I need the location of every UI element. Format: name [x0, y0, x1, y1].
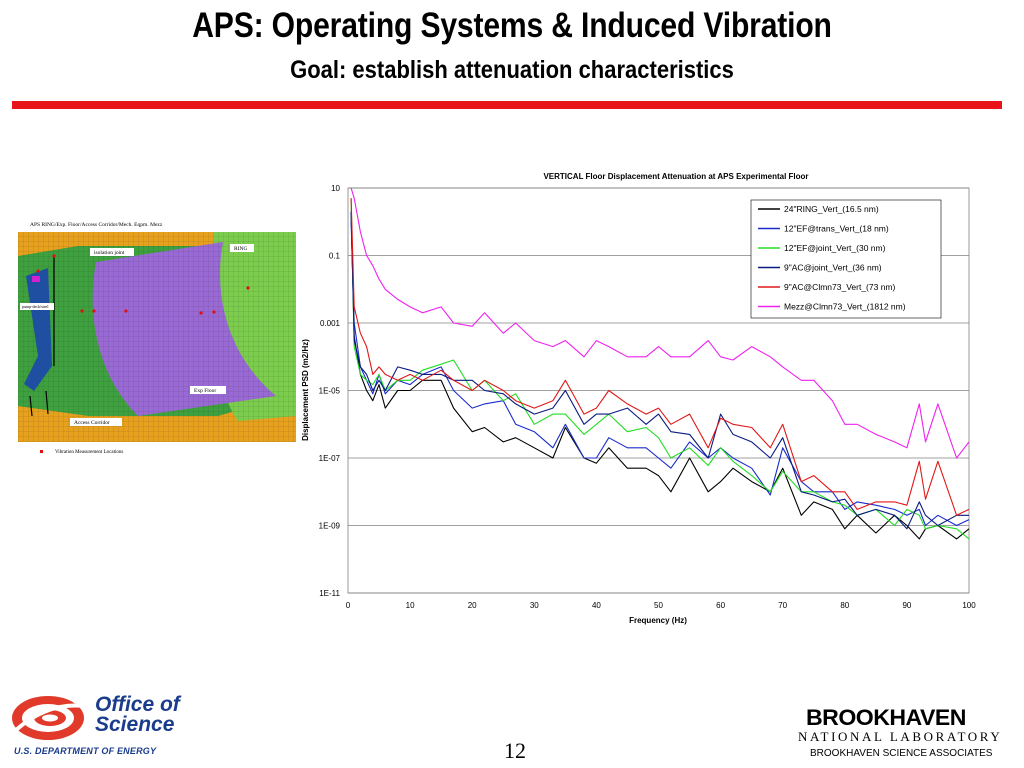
series-line-1	[350, 221, 970, 527]
legend-label: 24"RING_Vert_(16.5 nm)	[784, 204, 879, 214]
doe-text: U.S. DEPARTMENT OF ENERGY	[14, 746, 157, 756]
x-tick-label: 100	[962, 601, 976, 610]
x-tick-labels: 0 10 20 30 40 50 60 70 80 90 100	[346, 601, 976, 610]
brookhaven-logo: BROOKHAVEN	[806, 705, 966, 730]
model-caption: APS RING/Exp. Floor/Access Corridor/Mech…	[30, 222, 163, 228]
page-number: 12	[504, 738, 526, 763]
x-tick-label: 70	[778, 601, 787, 610]
y-tick-label: 1E-09	[319, 522, 341, 531]
x-axis-label: Frequency (Hz)	[629, 616, 687, 625]
series-line-0	[350, 211, 970, 540]
chart-legend: 24"RING_Vert_(16.5 nm) 12"EF@trans_Vert_(…	[750, 199, 942, 319]
x-tick-label: 10	[406, 601, 415, 610]
series-lines	[350, 187, 970, 540]
legend-label: 9"AC@Clmn73_Vert_(73 nm)	[784, 282, 895, 292]
aps-fe-model-image: APS RING/Exp. Floor/Access Corridor/Mech…	[18, 216, 296, 442]
mezz-label: pump-deck/steel	[22, 304, 49, 309]
bnl-associates: BROOKHAVEN SCIENCE ASSOCIATES	[810, 748, 993, 759]
x-tick-label: 50	[654, 601, 663, 610]
series-line-3	[350, 211, 969, 530]
y-tick-label: 10	[331, 184, 340, 193]
y-axis-label: Displacement PSD (m2/Hz)	[301, 339, 310, 441]
y-tick-label: 0.1	[329, 252, 341, 261]
psd-chart: VERTICAL Floor Displacement Attenuation …	[301, 172, 976, 625]
exp-floor-label: Exp Floor	[194, 388, 216, 394]
office-of-science-logo	[12, 696, 85, 740]
series-line-5	[350, 187, 970, 459]
y-tick-label: 1E-07	[319, 454, 341, 463]
slide-title: APS: Operating Systems & Induced Vibrati…	[192, 6, 832, 45]
y-tick-label: 0.001	[320, 319, 341, 328]
legend-label: 9"AC@joint_Vert_(36 nm)	[784, 263, 882, 273]
chart-title: VERTICAL Floor Displacement Attenuation …	[543, 172, 808, 181]
legend-label: 12"EF@joint_Vert_(30 nm)	[784, 243, 886, 253]
y-tick-label: 1E-11	[319, 589, 340, 598]
legend-label: 12"EF@trans_Vert_(18 nm)	[784, 224, 889, 234]
x-tick-label: 0	[346, 601, 351, 610]
plot-area	[347, 187, 970, 594]
y-tick-label: 1E-05	[319, 387, 341, 396]
bnl-subtitle: NATIONAL LABORATORY	[798, 729, 1003, 744]
x-tick-label: 80	[840, 601, 849, 610]
x-tick-label: 60	[716, 601, 725, 610]
office-line-1: Office of	[95, 693, 180, 716]
office-line-2: Science	[95, 713, 175, 736]
measurement-point-icon	[40, 450, 43, 454]
series-line-4	[350, 198, 970, 516]
ring-label: RING	[234, 246, 247, 252]
office-of-science-wordmark: Office of Science	[95, 693, 180, 736]
model-legend: Vibration Measurement Locations	[40, 450, 123, 455]
isolation-joint-label: isolation joint	[94, 250, 125, 256]
x-tick-label: 20	[468, 601, 477, 610]
x-tick-label: 40	[592, 601, 601, 610]
title-divider	[12, 101, 1002, 109]
model-legend-label: Vibration Measurement Locations	[55, 450, 124, 455]
slide-subtitle: Goal: establish attenuation characterist…	[290, 56, 734, 84]
y-tick-labels: 10 0.1 0.001 1E-05 1E-07 1E-09 1E-11	[319, 184, 341, 598]
x-tick-label: 30	[530, 601, 539, 610]
x-tick-label: 90	[902, 601, 911, 610]
legend-label: Mezz@Clmn73_Vert_(1812 nm)	[784, 302, 906, 312]
access-corridor-label: Access Corridor	[74, 420, 110, 426]
